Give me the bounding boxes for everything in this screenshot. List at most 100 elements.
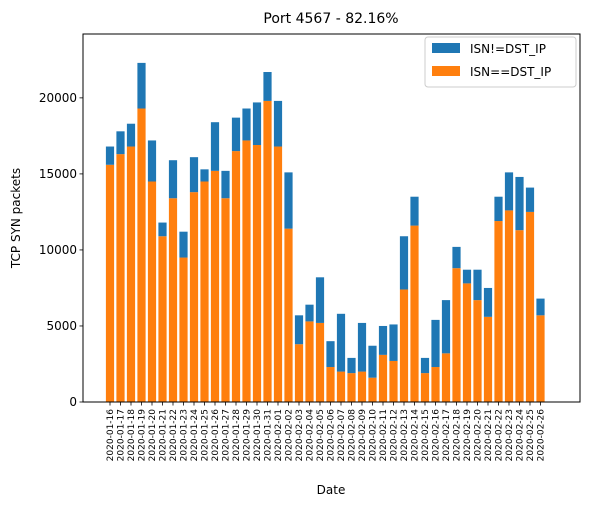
bar-isn-eq-dst-ip (420, 373, 430, 402)
bar-isn-neq-dst-ip (242, 108, 251, 141)
plot-area-frame (82, 33, 581, 403)
bar-isn-eq-dst-ip (504, 210, 514, 402)
bar-isn-neq-dst-ip (168, 160, 178, 199)
bar-isn-neq-dst-ip (441, 300, 451, 354)
y-tick-label: 10000 (39, 243, 77, 257)
x-tick-label: 2020-02-01 (274, 409, 284, 461)
bar-isn-neq-dst-ip (305, 304, 314, 322)
bar-isn-neq-dst-ip (378, 325, 388, 355)
y-tick-label: 5000 (46, 319, 77, 333)
legend-swatch-isn-neq (432, 43, 460, 53)
bar-isn-neq-dst-ip (483, 287, 493, 317)
bar-isn-eq-dst-ip (431, 367, 440, 402)
bar-isn-neq-dst-ip (536, 298, 545, 316)
bar-isn-eq-dst-ip (389, 360, 398, 402)
bar-isn-eq-dst-ip (494, 221, 503, 402)
bar-isn-neq-dst-ip (294, 315, 304, 345)
x-tick-label: 2020-01-25 (201, 409, 211, 461)
bar-isn-neq-dst-ip (336, 313, 346, 372)
bar-isn-neq-dst-ip (347, 357, 356, 374)
bar-isn-eq-dst-ip (462, 283, 472, 402)
bar-isn-eq-dst-ip (147, 181, 157, 402)
x-tick-label: 2020-01-18 (127, 409, 137, 462)
bar-isn-eq-dst-ip (315, 322, 325, 402)
bar-isn-neq-dst-ip (357, 322, 367, 372)
bar-isn-eq-dst-ip (305, 321, 314, 402)
bar-isn-eq-dst-ip (116, 154, 125, 402)
bar-isn-neq-dst-ip (473, 269, 482, 301)
bar-isn-eq-dst-ip (189, 192, 199, 402)
bar-isn-neq-dst-ip (389, 324, 398, 361)
x-tick-label: 2020-01-23 (180, 409, 190, 461)
bar-isn-eq-dst-ip (126, 146, 136, 402)
bar-isn-neq-dst-ip (410, 196, 419, 226)
legend: ISN!=DST_IP ISN==DST_IP (424, 36, 577, 88)
x-tick-label: 2020-02-12 (390, 409, 400, 461)
bar-isn-eq-dst-ip (525, 211, 535, 402)
bar-isn-eq-dst-ip (515, 230, 524, 402)
bar-isn-eq-dst-ip (452, 268, 461, 402)
x-tick-label: 2020-01-16 (106, 409, 116, 462)
bar-isn-eq-dst-ip (399, 289, 409, 402)
x-axis-ticks: 2020-01-16 2020-01-17 2020-01-18 2020-01-19… (106, 402, 547, 461)
legend-frame (424, 36, 577, 88)
x-tick-label: 2020-02-11 (379, 409, 389, 461)
bar-isn-eq-dst-ip (263, 100, 272, 402)
x-tick-label: 2020-02-07 (337, 409, 347, 461)
y-tick-label: 15000 (39, 167, 77, 181)
bar-isn-eq-dst-ip (179, 257, 188, 402)
bar-isn-eq-dst-ip (105, 164, 115, 402)
x-tick-label: 2020-02-04 (306, 409, 316, 462)
bar-isn-neq-dst-ip (147, 140, 157, 182)
x-tick-label: 2020-01-30 (253, 409, 263, 462)
bar-isn-eq-dst-ip (441, 353, 451, 402)
legend-label-isn-neq: ISN!=DST_IP (470, 42, 546, 56)
bar-isn-eq-dst-ip (378, 354, 388, 402)
bar-isn-neq-dst-ip (179, 231, 188, 258)
y-axis-label: TCP SYN packets (9, 168, 23, 269)
bar-isn-eq-dst-ip (483, 316, 493, 402)
bar-isn-neq-dst-ip (210, 122, 220, 171)
x-tick-label: 2020-02-20 (474, 409, 484, 462)
x-tick-label: 2020-02-25 (526, 409, 536, 461)
bar-isn-neq-dst-ip (189, 157, 199, 193)
bar-isn-eq-dst-ip (200, 181, 209, 402)
bar-isn-neq-dst-ip (515, 176, 524, 231)
bar-isn-eq-dst-ip (284, 228, 293, 402)
x-tick-label: 2020-02-18 (453, 409, 463, 462)
x-tick-label: 2020-02-17 (442, 409, 452, 461)
bar-isn-eq-dst-ip (221, 198, 230, 402)
x-tick-label: 2020-01-31 (264, 409, 274, 461)
x-tick-label: 2020-02-16 (432, 409, 442, 462)
bar-isn-eq-dst-ip (210, 170, 220, 402)
y-tick-label: 0 (69, 395, 77, 409)
x-tick-label: 2020-01-24 (190, 409, 200, 462)
bar-isn-neq-dst-ip (326, 341, 335, 368)
x-tick-label: 2020-02-23 (505, 409, 515, 461)
x-tick-label: 2020-02-13 (400, 409, 410, 461)
bar-isn-neq-dst-ip (200, 169, 209, 182)
bar-isn-neq-dst-ip (221, 170, 230, 199)
bar-isn-eq-dst-ip (273, 146, 283, 402)
x-tick-label: 2020-02-19 (463, 409, 473, 462)
bar-isn-eq-dst-ip (231, 151, 241, 402)
bar-isn-neq-dst-ip (315, 277, 325, 323)
bar-isn-neq-dst-ip (231, 117, 241, 152)
legend-label-isn-eq: ISN==DST_IP (470, 65, 551, 79)
bar-isn-neq-dst-ip (431, 319, 440, 368)
legend-swatch-isn-eq (432, 66, 460, 76)
bar-isn-eq-dst-ip (357, 371, 367, 402)
bar-isn-neq-dst-ip (368, 345, 377, 378)
x-tick-label: 2020-01-26 (211, 409, 221, 462)
bar-isn-neq-dst-ip (126, 123, 136, 147)
x-tick-label: 2020-02-03 (295, 409, 305, 461)
bar-isn-neq-dst-ip (420, 357, 430, 374)
x-tick-label: 2020-02-06 (327, 409, 337, 462)
bar-isn-eq-dst-ip (410, 225, 419, 402)
x-tick-label: 2020-01-20 (148, 409, 158, 462)
bar-isn-eq-dst-ip (368, 377, 377, 402)
bar-isn-neq-dst-ip (158, 222, 167, 237)
bar-isn-eq-dst-ip (336, 371, 346, 402)
chart-title: Port 4567 - 82.16% (263, 11, 398, 27)
